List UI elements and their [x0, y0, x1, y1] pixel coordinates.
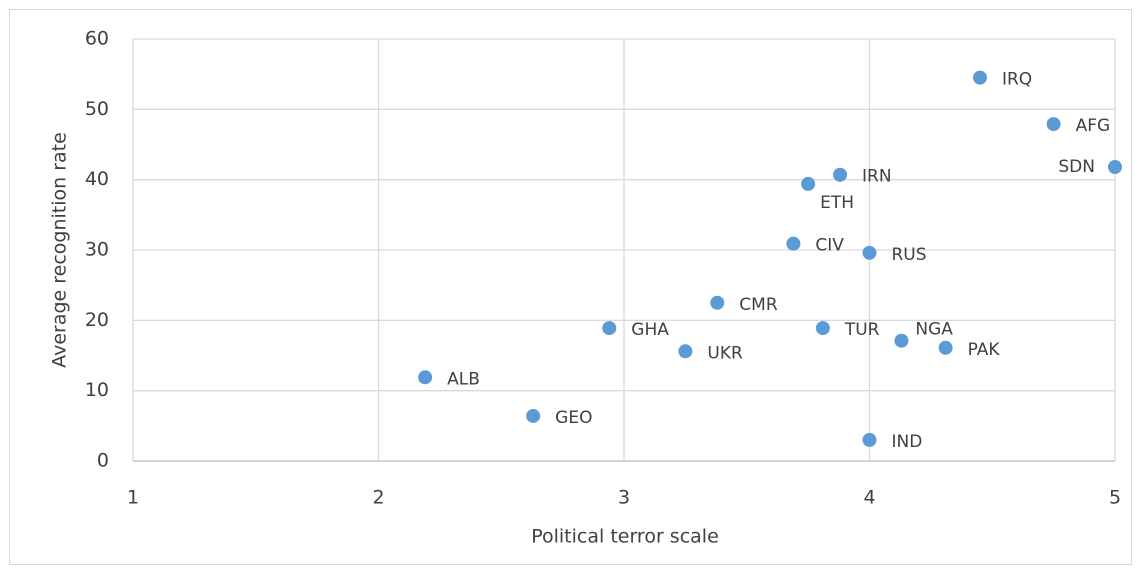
point	[862, 245, 877, 260]
point-label: TUR	[844, 320, 880, 340]
point-label: ETH	[820, 193, 854, 213]
point	[678, 344, 693, 359]
point	[815, 321, 830, 336]
x-tick-label: 2	[372, 487, 384, 509]
y-axis-title: Average recognition rate	[49, 132, 71, 368]
point	[862, 432, 877, 447]
point-label: IRN	[862, 167, 892, 187]
point	[786, 236, 801, 251]
point	[1046, 117, 1061, 132]
point	[418, 370, 433, 385]
point-label: AFG	[1076, 116, 1111, 136]
chart-border	[9, 9, 1132, 565]
point	[938, 340, 953, 355]
point-label: NGA	[915, 320, 953, 340]
point-label: IND	[892, 432, 923, 452]
point	[1108, 160, 1122, 175]
point-label: SDN	[1058, 157, 1095, 177]
point-label: PAK	[968, 340, 1001, 360]
point-label: RUS	[892, 245, 927, 265]
point	[526, 408, 541, 423]
point	[833, 167, 848, 182]
point	[801, 176, 816, 191]
y-tick-label: 20	[85, 309, 109, 331]
point-label: GHA	[631, 320, 669, 340]
point-label: CIV	[815, 236, 844, 256]
y-tick-label: 0	[97, 450, 109, 472]
y-tick-label: 30	[85, 239, 109, 261]
point	[602, 321, 617, 336]
x-tick-label: 5	[1109, 487, 1121, 509]
point	[710, 295, 725, 310]
y-tick-label: 40	[85, 168, 109, 190]
x-tick-label: 1	[127, 487, 139, 509]
x-tick-label: 3	[618, 487, 630, 509]
x-tick-label: 4	[863, 487, 875, 509]
x-axis-title: Political terror scale	[531, 526, 719, 548]
y-tick-label: 10	[85, 379, 109, 401]
point-label: IRQ	[1002, 70, 1032, 90]
point-label: CMR	[739, 295, 778, 315]
point-label: UKR	[707, 343, 743, 363]
point	[894, 333, 909, 348]
point-label: ALB	[447, 369, 480, 389]
point-label: GEO	[555, 408, 592, 428]
point	[972, 70, 987, 85]
y-tick-label: 50	[85, 98, 109, 120]
y-tick-label: 60	[85, 28, 109, 50]
